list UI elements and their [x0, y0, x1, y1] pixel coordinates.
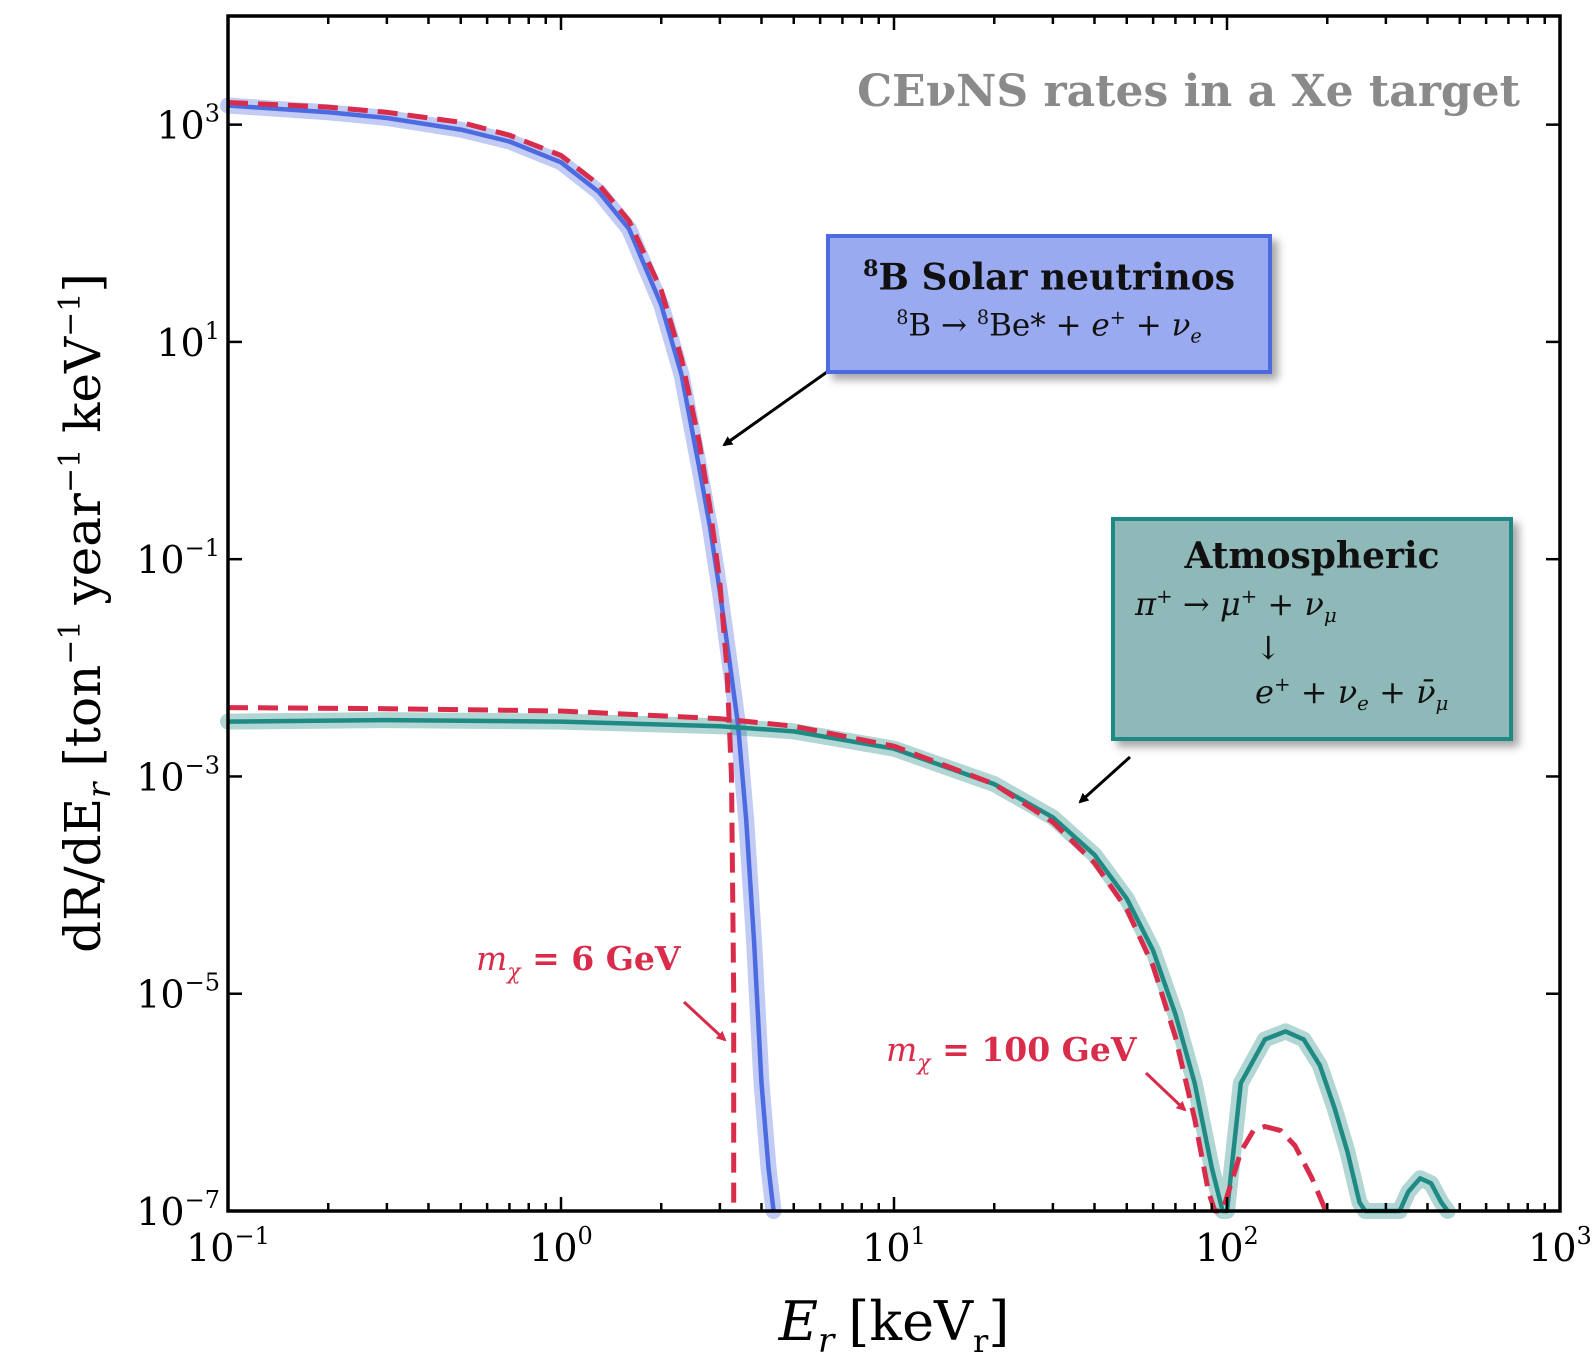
solar-box-equation: 8B → 8Be* + e+ + νe [896, 306, 1202, 348]
x-tick-label: 10−1 [186, 1222, 270, 1270]
band-8b-solar-neutrinos [220, 97, 782, 1219]
solar-neutrino-label-box: 8B Solar neutrinos 8B → 8Be* + e+ + νe [826, 234, 1272, 374]
annotation-mchi-100: mχ = 100 GeV [886, 1030, 1138, 1076]
solar-box-heading: 8B Solar neutrinos [863, 256, 1235, 299]
annotation-mchi-6: mχ = 6 GeV [476, 939, 682, 985]
atm-box-heading: Atmospheric [1184, 535, 1440, 577]
band-atmospheric [220, 712, 1456, 1219]
x-tick-label: 103 [1528, 1222, 1592, 1270]
tick-labels: 10−1 100 101 102 103 10−7 10−5 10−3 10−1 101 103 [136, 100, 1592, 1270]
arrow-mchi-100 [1144, 1071, 1187, 1112]
series-line-atmospheric-1 [227, 717, 1450, 1214]
x-axis-label: Er [keVr] [778, 1290, 1010, 1361]
arrow-atmospheric [1078, 755, 1132, 804]
y-tick-label: 10−5 [136, 969, 220, 1017]
series-line-m-100-gev-3 [227, 705, 1329, 1214]
y-tick-label: 10−7 [136, 1186, 220, 1234]
y-tick-label: 103 [156, 100, 220, 148]
series-line-m-6-gev-2 [227, 100, 737, 1211]
y-tick-label: 10−1 [136, 534, 220, 582]
y-axis-label: dR/dEr [ton−1 year−1 keV−1] [53, 273, 118, 953]
atm-box-line-2: ↓ [1255, 629, 1282, 667]
x-tick-label: 100 [529, 1222, 593, 1270]
atmospheric-label-box: Atmospheric π+ → μ+ + νμ ↓ e+ + νe + ν̄μ [1111, 517, 1513, 741]
x-tick-label: 101 [862, 1222, 926, 1270]
x-tick-label: 102 [1195, 1222, 1259, 1270]
series-line-8b-solar-neutrinos-0 [227, 103, 776, 1212]
chart-title: CEνNS rates in a Xe target [857, 66, 1521, 117]
atm-box-line-3: e+ + νe + ν̄μ [1255, 673, 1449, 715]
y-tick-label: 101 [156, 317, 220, 365]
axis-ticks [226, 16, 1562, 1213]
arrow-solar [722, 370, 828, 447]
atm-box-line-1: π+ → μ+ + νμ [1135, 585, 1337, 627]
y-tick-label: 10−3 [136, 751, 220, 799]
arrow-mchi-6 [682, 1000, 727, 1042]
